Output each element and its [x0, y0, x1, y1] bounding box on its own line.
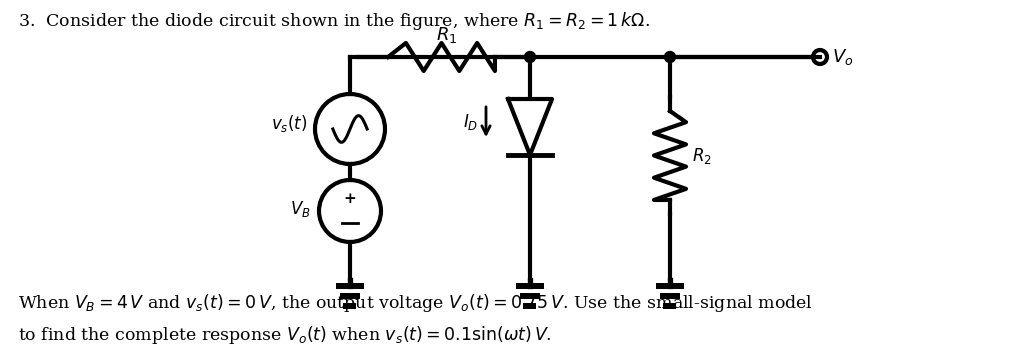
Polygon shape	[508, 99, 552, 155]
Text: $V_B$: $V_B$	[290, 199, 311, 219]
Text: $R_1$: $R_1$	[435, 25, 457, 45]
Text: $V_o$: $V_o$	[832, 47, 854, 67]
Text: 3.  Consider the diode circuit shown in the figure, where $R_1 = R_2 = 1\,k\Omeg: 3. Consider the diode circuit shown in t…	[18, 10, 650, 32]
Text: $I_D$: $I_D$	[463, 112, 478, 132]
Text: $R_2$: $R_2$	[692, 145, 712, 165]
Circle shape	[525, 51, 536, 63]
Text: $v_s(t)$: $v_s(t)$	[271, 113, 307, 134]
Text: +: +	[344, 192, 356, 206]
Circle shape	[665, 51, 676, 63]
Text: When $V_B = 4\,V$ and $v_s(t) = 0\,V$, the output voltage $V_o(t) = 0.75\,V$. Us: When $V_B = 4\,V$ and $v_s(t) = 0\,V$, t…	[18, 292, 813, 314]
Text: to find the complete response $V_o(t)$ when $v_s(t) = 0.1\sin(\omega t)\,V$.: to find the complete response $V_o(t)$ w…	[18, 324, 552, 346]
